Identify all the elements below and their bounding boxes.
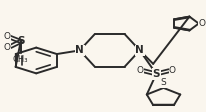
Text: O: O	[3, 32, 10, 41]
Text: O: O	[168, 66, 175, 74]
Text: S: S	[17, 36, 24, 46]
Text: N: N	[75, 45, 84, 55]
Text: O: O	[3, 43, 10, 52]
Text: S: S	[160, 78, 166, 87]
Text: O: O	[136, 66, 143, 74]
Text: CH₃: CH₃	[13, 55, 28, 64]
Text: S: S	[152, 69, 159, 79]
Text: N: N	[135, 45, 143, 55]
Text: O: O	[197, 19, 204, 28]
